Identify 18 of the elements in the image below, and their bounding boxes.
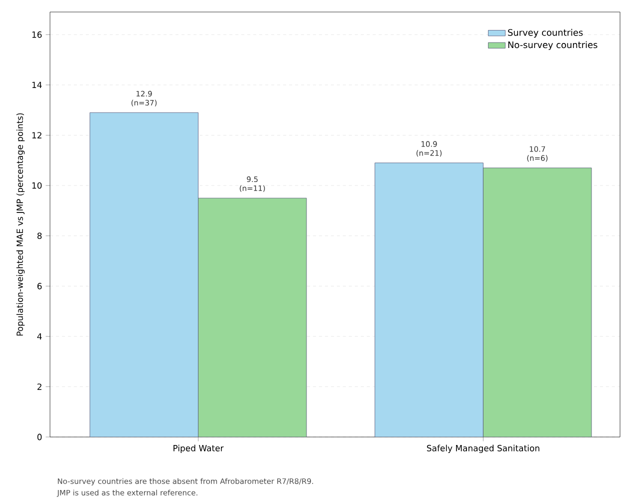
bar <box>374 162 484 437</box>
bar <box>198 198 307 437</box>
y-tick-label: 14 <box>32 82 42 88</box>
bar <box>90 112 198 437</box>
y-tick-label: 4 <box>37 333 42 340</box>
y-tick-label: 16 <box>32 31 42 38</box>
y-axis-title: Population-weighted MAE vs JMP (percentage points) <box>16 113 25 336</box>
x-tick-label: Safely Managed Sanitation <box>427 444 540 453</box>
y-tick-label: 0 <box>37 434 42 440</box>
x-tick-label: Piped Water <box>174 444 224 453</box>
y-tick-label: 2 <box>37 384 42 390</box>
y-tick-label: 10 <box>32 182 42 189</box>
legend-label: Survey countries <box>508 28 583 38</box>
bar <box>483 168 592 437</box>
legend-label: No-survey countries <box>508 41 598 50</box>
y-tick-label: 6 <box>37 282 42 290</box>
y-tick-label: 12 <box>32 132 42 138</box>
y-tick-label: 8 <box>37 232 42 240</box>
